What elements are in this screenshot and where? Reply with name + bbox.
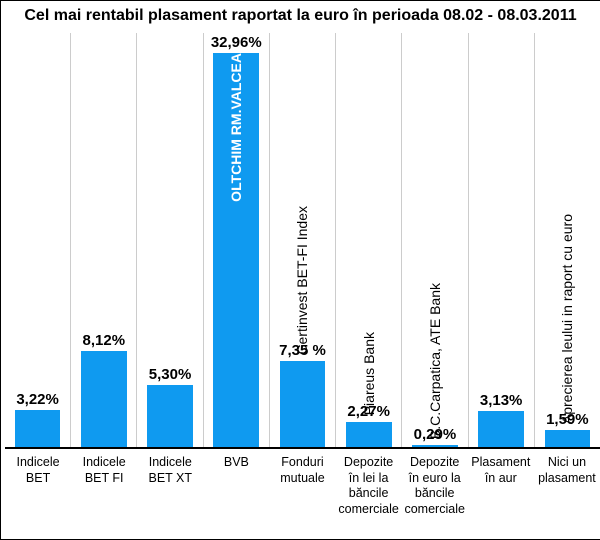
bar	[478, 411, 524, 449]
bar-value-label: 5,30%	[149, 366, 192, 383]
chart-column: 3,13%	[469, 33, 535, 449]
bar-value-label: 3,22%	[16, 391, 59, 408]
x-axis-label: Depozite în euro la băncile comerciale	[402, 451, 468, 539]
chart-column: 7,35 %Certinvest BET-FI Index	[270, 33, 336, 449]
chart-container: Cel mai rentabil plasament raportat la e…	[0, 0, 600, 540]
chart-column: 0,29%B.C.Carpatica, ATE Bank	[402, 33, 468, 449]
x-axis-line	[5, 447, 600, 449]
x-axis-label: Nici un plasament	[534, 451, 600, 539]
bar-wrapper: 8,12%	[71, 33, 136, 449]
chart-column: 8,12%	[71, 33, 137, 449]
x-axis-label: Indicele BET	[5, 451, 71, 539]
chart-column: 3,22%	[5, 33, 71, 449]
bar: OLTCHIM RM.VALCEA	[213, 53, 259, 449]
x-axis-label: Indicele BET XT	[137, 451, 203, 539]
x-axis-labels: Indicele BETIndicele BET FIIndicele BET …	[5, 451, 600, 539]
plot-area: 3,22% 8,12% 5,30% 32,96% OLTCHIM RM.VALCEA 7,…	[5, 33, 600, 449]
bar-wrapper: 2,27%Piareus Bank	[336, 33, 401, 449]
chart-column: 32,96% OLTCHIM RM.VALCEA	[204, 33, 270, 449]
chart-column: 1,59%Aprecierea leului in raport cu euro	[535, 33, 600, 449]
bar-value-label: 32,96%	[211, 34, 262, 51]
bar-inner-annotation: OLTCHIM RM.VALCEA	[228, 53, 244, 210]
bar-wrapper: 3,13%	[469, 33, 534, 449]
x-axis-label: Fonduri mutuale	[269, 451, 335, 539]
bar-wrapper: 32,96% OLTCHIM RM.VALCEA	[204, 33, 269, 449]
x-axis-label: BVB	[203, 451, 269, 539]
chart-column: 2,27%Piareus Bank	[336, 33, 402, 449]
bar-value-label: 8,12%	[83, 332, 126, 349]
bar	[15, 410, 61, 449]
bar	[147, 385, 193, 449]
chart-column: 5,30%	[137, 33, 203, 449]
x-axis-label: Plasament în aur	[468, 451, 534, 539]
bar-value-label: 3,13%	[480, 392, 523, 409]
bar-wrapper: 1,59%Aprecierea leului in raport cu euro	[535, 33, 600, 449]
bar-wrapper: 3,22%	[5, 33, 70, 449]
bar: Piareus Bank	[346, 422, 392, 449]
bar-over-annotation: Aprecierea leului in raport cu euro	[559, 214, 575, 424]
bar-wrapper: 5,30%	[137, 33, 202, 449]
x-axis-label: Indicele BET FI	[71, 451, 137, 539]
bar-wrapper: 0,29%B.C.Carpatica, ATE Bank	[402, 33, 467, 449]
x-axis-label: Depozite în lei la băncile comerciale	[336, 451, 402, 539]
bar: Certinvest BET-FI Index	[280, 361, 326, 449]
bar-over-annotation: B.C.Carpatica, ATE Bank	[427, 283, 443, 439]
bar-over-annotation: Piareus Bank	[361, 332, 377, 415]
bar	[81, 351, 127, 449]
chart-title: Cel mai rentabil plasament raportat la e…	[1, 7, 600, 25]
bar-wrapper: 7,35 %Certinvest BET-FI Index	[270, 33, 335, 449]
bar-over-annotation: Certinvest BET-FI Index	[294, 206, 310, 355]
